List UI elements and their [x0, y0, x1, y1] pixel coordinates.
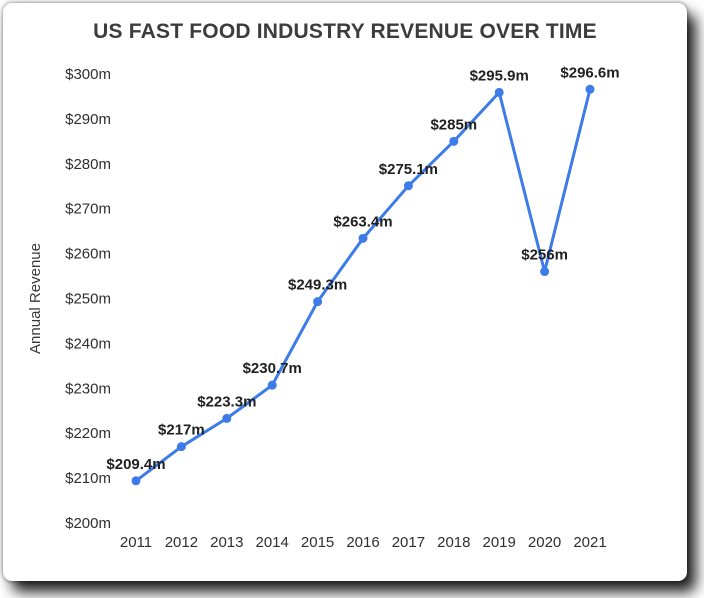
- data-point: [313, 297, 323, 307]
- x-tick-label: 2021: [573, 534, 606, 551]
- chart-card: US FAST FOOD INDUSTRY REVENUE OVER TIME …: [3, 3, 687, 581]
- x-tick-label: 2018: [437, 534, 470, 551]
- x-tick-label: 2012: [165, 534, 198, 551]
- data-point-label: $217m: [158, 422, 205, 439]
- line-chart: $200m $210m $220m $230m $240m $250m $260m $270m…: [3, 53, 687, 573]
- y-tick-label: $280m: [65, 156, 111, 173]
- data-point-label: $209.4m: [106, 456, 165, 473]
- x-tick-label: 2016: [346, 534, 379, 551]
- data-point: [222, 413, 232, 423]
- x-tick-label: 2011: [120, 534, 152, 551]
- y-tick-label: $300m: [65, 66, 111, 83]
- y-tick-label: $270m: [65, 201, 111, 218]
- data-point-label: $256m: [521, 247, 568, 264]
- y-tick-label: $290m: [65, 111, 111, 128]
- y-axis-title: Annual Revenue: [27, 243, 44, 354]
- chart-title: US FAST FOOD INDUSTRY REVENUE OVER TIME: [93, 20, 597, 43]
- data-point-label: $230.7m: [243, 360, 302, 377]
- x-tick-label: 2014: [256, 534, 289, 551]
- y-tick-label: $200m: [65, 515, 111, 532]
- y-tick-label: $230m: [65, 380, 111, 397]
- data-point: [540, 267, 550, 277]
- data-point: [585, 84, 595, 94]
- data-point-label: $249.3m: [288, 277, 347, 294]
- y-tick-label: $240m: [65, 335, 111, 352]
- data-point-label: $296.6m: [560, 64, 619, 81]
- data-point: [176, 442, 186, 452]
- data-point-label: $263.4m: [333, 213, 392, 230]
- y-tick-label: $250m: [65, 291, 111, 308]
- x-tick-label: 2013: [210, 534, 243, 551]
- data-point: [449, 136, 459, 146]
- x-tick-label: 2019: [483, 534, 516, 551]
- data-point-label: $285m: [430, 116, 477, 133]
- y-tick-label: $260m: [65, 246, 111, 263]
- x-tick-label: 2017: [392, 534, 425, 551]
- data-point: [494, 87, 504, 97]
- data-point: [131, 476, 141, 486]
- x-tick-label: 2015: [301, 534, 334, 551]
- data-point-label: $223.3m: [197, 393, 256, 410]
- data-point-label: $275.1m: [379, 161, 438, 178]
- chart-svg: $200m $210m $220m $230m $240m $250m $260m $270m…: [27, 64, 620, 551]
- y-tick-label: $220m: [65, 425, 111, 442]
- y-tick-label: $210m: [65, 470, 111, 487]
- data-point: [267, 380, 277, 390]
- data-point: [403, 181, 413, 191]
- x-tick-label: 2020: [528, 534, 561, 551]
- data-point: [358, 233, 368, 243]
- data-point-label: $295.9m: [470, 67, 529, 84]
